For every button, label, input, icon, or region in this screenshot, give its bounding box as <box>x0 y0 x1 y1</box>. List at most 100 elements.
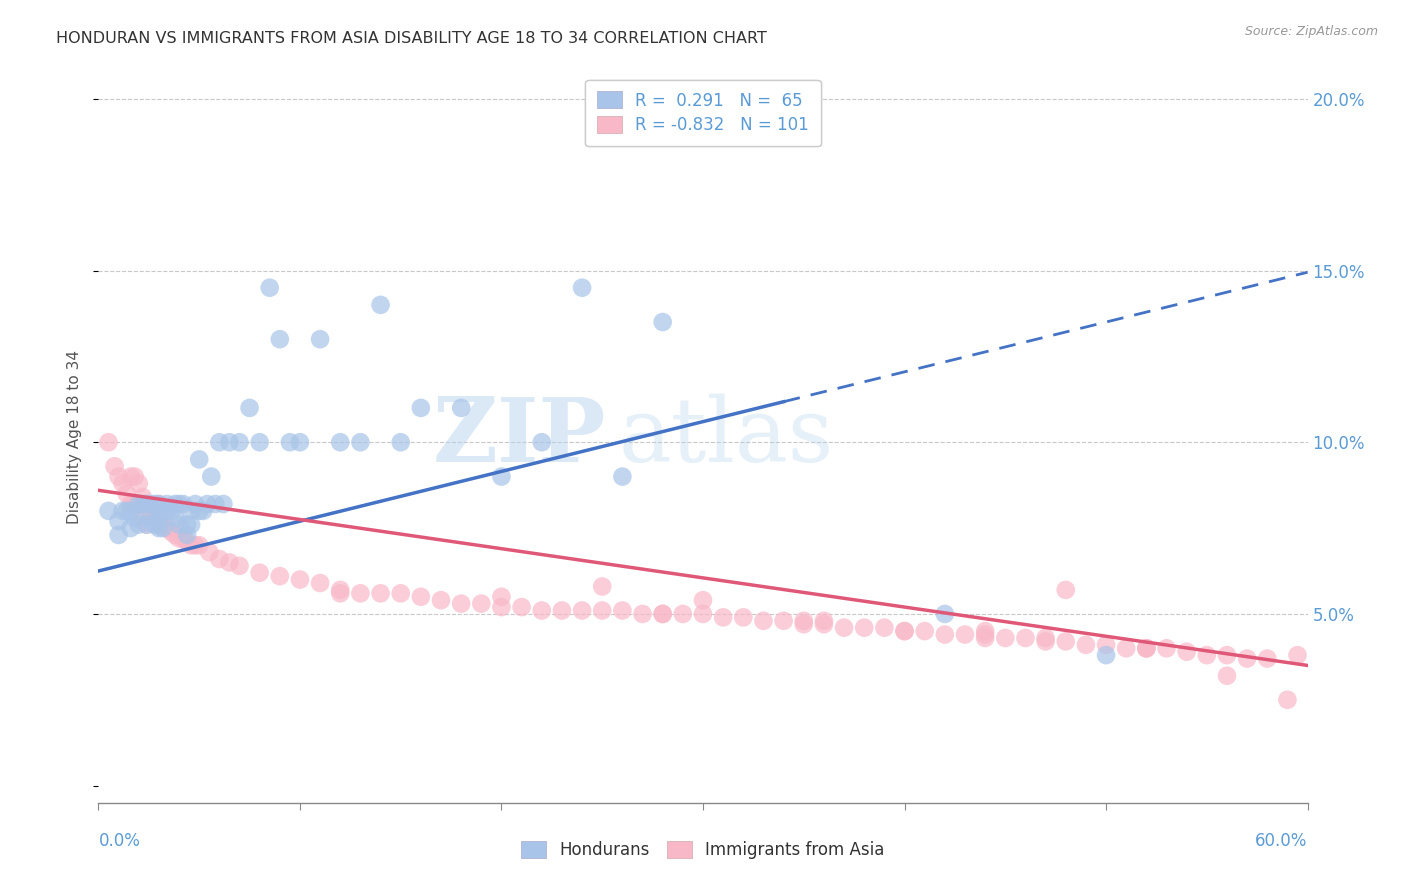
Point <box>107 469 129 483</box>
Point <box>249 435 271 450</box>
Point <box>103 459 125 474</box>
Point <box>152 504 174 518</box>
Point <box>1135 641 1157 656</box>
Point <box>115 487 138 501</box>
Point <box>1074 638 1097 652</box>
Point <box>530 603 553 617</box>
Point <box>672 607 695 621</box>
Legend: Hondurans, Immigrants from Asia: Hondurans, Immigrants from Asia <box>515 834 891 866</box>
Point <box>530 435 553 450</box>
Point <box>1256 651 1278 665</box>
Point <box>793 617 815 632</box>
Point <box>163 497 186 511</box>
Point <box>914 624 936 639</box>
Point <box>389 586 412 600</box>
Point <box>128 517 150 532</box>
Point <box>249 566 271 580</box>
Point <box>571 603 593 617</box>
Point <box>1035 631 1057 645</box>
Point <box>591 579 613 593</box>
Point <box>163 528 186 542</box>
Point <box>309 576 332 591</box>
Point <box>994 631 1017 645</box>
Point <box>228 435 250 450</box>
Point <box>132 497 155 511</box>
Point <box>1175 645 1198 659</box>
Point <box>349 435 371 450</box>
Point <box>1286 648 1309 662</box>
Point <box>288 435 311 450</box>
Point <box>1135 641 1157 656</box>
Point <box>128 497 150 511</box>
Legend: R =  0.291   N =  65, R = -0.832   N = 101: R = 0.291 N = 65, R = -0.832 N = 101 <box>585 79 821 146</box>
Point <box>430 593 453 607</box>
Point <box>167 497 190 511</box>
Point <box>329 586 352 600</box>
Point <box>176 528 198 542</box>
Point <box>591 603 613 617</box>
Point <box>793 614 815 628</box>
Point <box>97 504 120 518</box>
Point <box>176 517 198 532</box>
Point <box>167 532 190 546</box>
Point <box>180 538 202 552</box>
Point <box>450 401 472 415</box>
Text: 60.0%: 60.0% <box>1256 832 1308 850</box>
Point <box>1156 641 1178 656</box>
Point <box>1095 638 1118 652</box>
Point <box>111 476 134 491</box>
Point <box>107 528 129 542</box>
Point <box>148 510 170 524</box>
Point <box>120 521 142 535</box>
Point <box>198 545 221 559</box>
Point <box>813 617 835 632</box>
Point <box>184 497 207 511</box>
Point <box>212 497 235 511</box>
Point <box>1014 631 1036 645</box>
Point <box>1277 693 1299 707</box>
Point <box>156 497 179 511</box>
Point <box>651 315 673 329</box>
Point <box>370 586 392 600</box>
Point <box>228 558 250 573</box>
Point <box>120 497 142 511</box>
Point <box>612 603 634 617</box>
Point <box>692 607 714 621</box>
Point <box>195 497 218 511</box>
Point <box>409 590 432 604</box>
Point <box>148 517 170 532</box>
Point <box>772 614 794 628</box>
Point <box>934 607 956 621</box>
Point <box>1054 634 1077 648</box>
Point <box>218 435 240 450</box>
Point <box>135 517 157 532</box>
Point <box>135 517 157 532</box>
Point <box>160 504 183 518</box>
Point <box>148 497 170 511</box>
Point <box>278 435 301 450</box>
Point <box>204 497 226 511</box>
Point <box>1095 648 1118 662</box>
Point <box>470 597 492 611</box>
Point <box>733 610 755 624</box>
Point <box>160 524 183 539</box>
Point <box>143 497 166 511</box>
Point <box>832 621 855 635</box>
Point <box>139 504 162 518</box>
Point <box>180 517 202 532</box>
Point <box>156 521 179 535</box>
Point <box>188 452 211 467</box>
Point <box>813 614 835 628</box>
Point <box>1035 634 1057 648</box>
Point <box>1216 648 1239 662</box>
Point <box>349 586 371 600</box>
Point <box>491 469 513 483</box>
Point <box>135 497 157 511</box>
Point <box>132 510 155 524</box>
Point <box>389 435 412 450</box>
Point <box>148 521 170 535</box>
Point <box>450 597 472 611</box>
Point <box>128 476 150 491</box>
Point <box>124 510 146 524</box>
Point <box>139 510 162 524</box>
